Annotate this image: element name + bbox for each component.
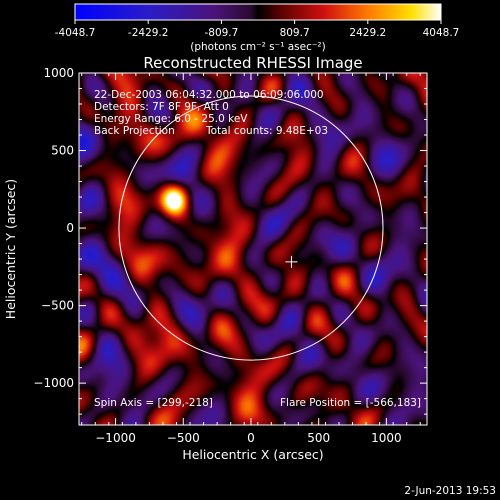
y-tick-label: 1000 (43, 66, 74, 80)
x-tick-label: −1000 (95, 431, 136, 445)
colorbar-tick-label: 809.7 (280, 27, 310, 39)
heatmap-image (79, 73, 427, 425)
y-tick-label: −1000 (33, 376, 74, 390)
annotation-energy-range: Energy Range: 6.0 - 25.0 keV (94, 113, 248, 125)
colorbar (74, 3, 442, 21)
x-tick-label: 0 (247, 431, 255, 445)
y-tick-label: 500 (51, 144, 74, 158)
axis-ticks: −1000 −500 0 500 1000 −1000 −500 0 500 1000 (33, 66, 427, 445)
y-axis-label: Heliocentric Y (arcsec) (3, 179, 18, 319)
colorbar-tick-label: -2429.2 (128, 27, 169, 39)
colorbar-tick-label: 4048.7 (423, 27, 460, 39)
x-tick-label: −500 (167, 431, 200, 445)
colorbar-tick-label: -809.7 (204, 27, 238, 39)
x-axis-label: Heliocentric X (arcsec) (182, 447, 323, 462)
spin-axis-marker (285, 255, 298, 268)
colorbar-ticks: -4048.7 -2429.2 -809.7 809.7 2429.2 4048.7 (55, 20, 460, 39)
annotation-total-counts: Total counts: 9.48E+03 (205, 125, 328, 137)
colorbar-tick-label: -4048.7 (55, 27, 96, 39)
x-tick-label: 1000 (371, 431, 402, 445)
annotation-detectors: Detectors: 7F 8F 9F, Att 0 (94, 101, 229, 113)
colorbar-tick-label: 2429.2 (349, 27, 386, 39)
solar-disk-circle (118, 95, 384, 361)
annotation-method: Back Projection (94, 125, 175, 137)
annotation-time-range: 22-Dec-2003 06:04:32.000 to 06:09:06.000 (94, 89, 324, 101)
chart-title: Reconstructed RHESSI Image (143, 54, 362, 72)
spin-axis-label: Spin Axis = [299,-218] (94, 397, 213, 409)
x-tick-label: 500 (307, 431, 330, 445)
plot-frame (78, 72, 428, 426)
flare-position-label: Flare Position = [-566,183] (280, 397, 421, 409)
y-tick-label: −500 (41, 299, 74, 313)
colorbar-unit-label: (photons cm⁻² s⁻¹ asec⁻²) (190, 41, 325, 53)
footer-date: 2-Jun-2013 19:53 (404, 485, 496, 497)
y-tick-label: 0 (66, 221, 74, 235)
